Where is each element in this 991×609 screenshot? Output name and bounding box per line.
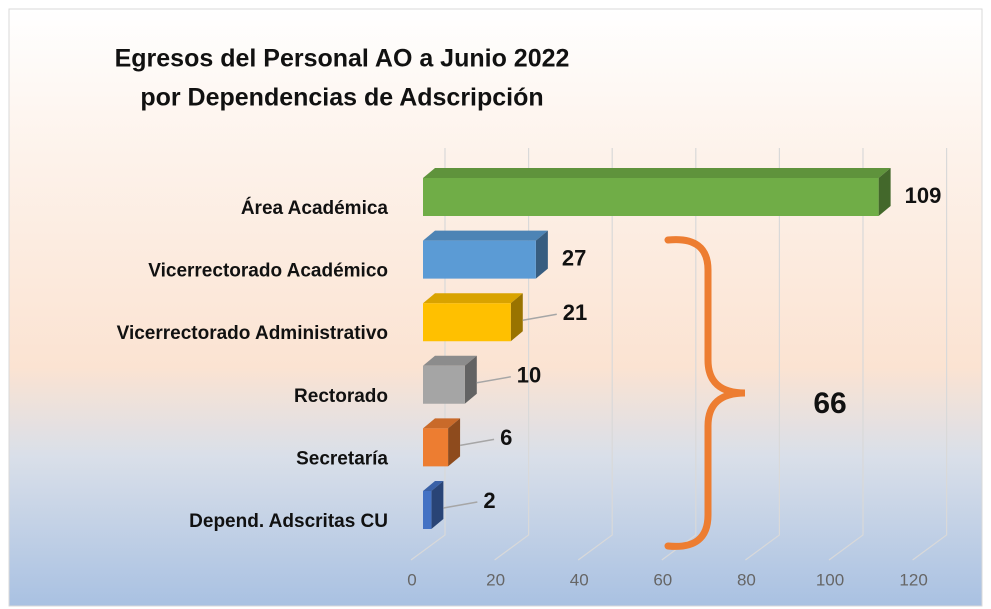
value-label: 10 [517, 363, 541, 388]
bar [423, 481, 444, 529]
bar-face [464, 355, 477, 404]
leader-line [459, 438, 495, 447]
bar-face [431, 481, 444, 529]
value-label: 27 [562, 245, 586, 270]
bar-face [423, 355, 477, 366]
brace [664, 236, 746, 550]
leader-line [522, 313, 557, 321]
grid-line [912, 148, 948, 561]
bar-face [448, 418, 461, 467]
bar [423, 168, 891, 216]
chart-title: Egresos del Personal AO a Junio 2022 [115, 45, 570, 73]
grid-line [828, 148, 864, 561]
bar-face [510, 293, 523, 342]
bar-face [423, 230, 548, 241]
category-label: Rectorado [294, 386, 388, 407]
x-tick-label: 80 [737, 570, 756, 589]
bar-face [423, 293, 523, 304]
chart-title: por Dependencias de Adscripción [140, 84, 543, 112]
bar-face [423, 428, 449, 467]
bar-face [423, 491, 432, 529]
annotation: 66 [813, 387, 846, 420]
bar-face [423, 418, 461, 429]
bar [423, 418, 461, 467]
category-label: Vicerrectorado Académico [148, 261, 388, 282]
grid-line [745, 148, 780, 561]
bar-face [423, 178, 879, 216]
bar-face [535, 230, 548, 279]
category-label: Secretaría [296, 448, 388, 469]
x-tick-label: 100 [816, 570, 844, 589]
value-label: 109 [905, 183, 942, 208]
bar [423, 293, 523, 342]
x-tick-label: 40 [570, 570, 589, 589]
category-label: Depend. Adscritas CU [189, 511, 388, 532]
bar-face [423, 481, 444, 491]
x-tick-label: 120 [899, 570, 927, 589]
bar-face [423, 365, 465, 404]
x-tick-label: 60 [653, 570, 672, 589]
leader-line [476, 376, 511, 384]
x-tick-label: 0 [407, 570, 416, 589]
bar [423, 230, 548, 279]
bar-face [423, 168, 891, 178]
leader-line [443, 501, 478, 509]
grid-line [577, 148, 613, 561]
bar-face [878, 168, 891, 216]
category-label: Área Académica [241, 197, 389, 219]
grid-line [661, 148, 697, 561]
category-label: Vicerrectorado Administrativo [117, 323, 388, 344]
value-label: 6 [500, 425, 512, 450]
bar-face [423, 303, 511, 342]
bar-face [423, 240, 536, 279]
bar [423, 355, 477, 404]
x-tick-label: 20 [486, 570, 505, 589]
value-label: 2 [483, 488, 495, 513]
value-label: 21 [563, 300, 587, 325]
